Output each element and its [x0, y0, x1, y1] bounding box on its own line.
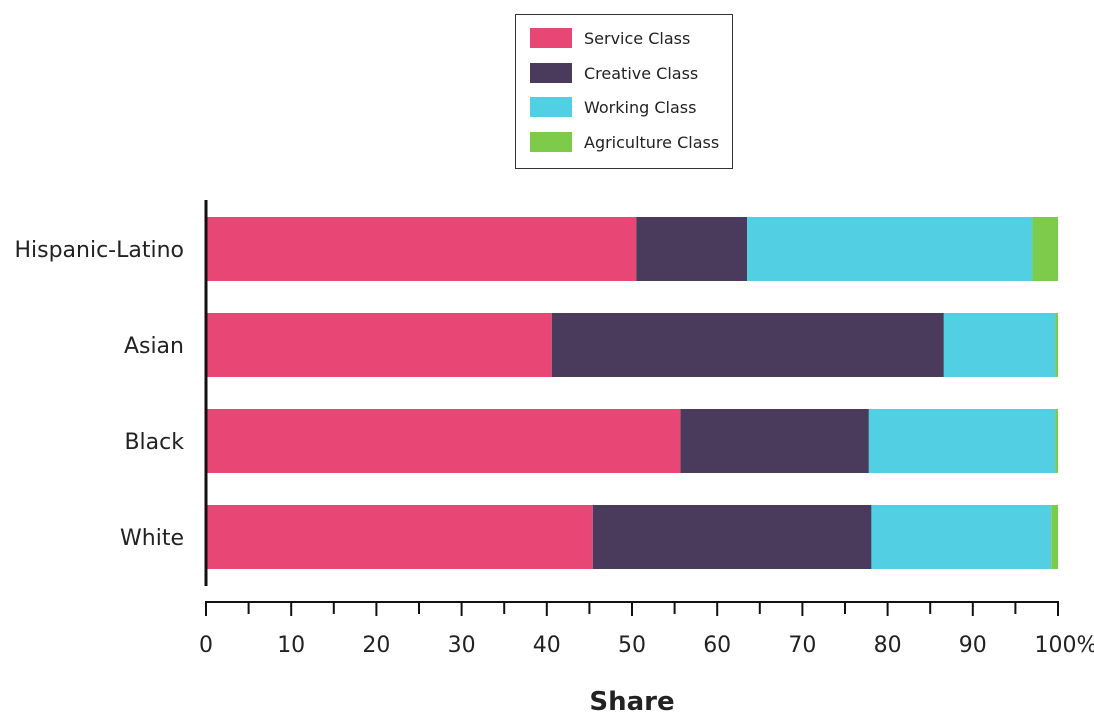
tick-label-0: 0	[199, 633, 213, 658]
legend-label-working-class: Working Class	[584, 97, 697, 117]
bar-black-agriculture-class	[1055, 409, 1058, 473]
category-labels: Hispanic-Latino Asian Black White	[14, 238, 184, 551]
tick-label-40: 40	[533, 633, 561, 658]
bar-hispanic-latino-creative-class	[636, 217, 748, 281]
bar-white-working-class	[871, 505, 1052, 569]
tick-label-10: 10	[277, 633, 305, 658]
bar-hispanic-latino-agriculture-class	[1032, 217, 1058, 281]
category-label-black: Black	[124, 430, 184, 455]
bar-hispanic-latino-service-class	[206, 217, 637, 281]
x-axis-title: Share	[589, 687, 674, 717]
bar-white-agriculture-class	[1051, 505, 1058, 569]
bar-asian-service-class	[206, 313, 552, 377]
bar-asian-agriculture-class	[1055, 313, 1058, 377]
bar-black-creative-class	[680, 409, 869, 473]
tick-label-20: 20	[362, 633, 390, 658]
tick-label-70: 70	[788, 633, 816, 658]
tick-label-30: 30	[448, 633, 476, 658]
legend-label-service-class: Service Class	[584, 28, 691, 48]
legend-swatch-working-class	[530, 97, 572, 117]
tick-label-100: 100%	[1035, 633, 1094, 658]
bar-black-service-class	[206, 409, 681, 473]
bar-asian-working-class	[943, 313, 1056, 377]
bar-black-working-class	[868, 409, 1056, 473]
tick-label-50: 50	[618, 633, 646, 658]
category-label-white: White	[120, 526, 184, 551]
bar-white-creative-class	[592, 505, 872, 569]
category-label-asian: Asian	[124, 334, 184, 359]
tick-label-60: 60	[703, 633, 731, 658]
legend-item-working-class: Working Class	[530, 96, 696, 118]
bar-white-service-class	[206, 505, 593, 569]
legend-item-creative-class: Creative Class	[530, 62, 698, 84]
bar-asian-creative-class	[551, 313, 944, 377]
legend-swatch-agriculture-class	[530, 132, 572, 152]
bars-layer	[206, 217, 1058, 569]
legend-swatch-service-class	[530, 28, 572, 48]
legend-label-agriculture-class: Agriculture Class	[584, 132, 720, 152]
x-axis-ticks: 0 10 20 30 40 50 60 70 80 90 100%	[199, 601, 1094, 658]
bar-hispanic-latino-working-class	[747, 217, 1033, 281]
legend-swatch-creative-class	[530, 63, 572, 83]
tick-label-80: 80	[874, 633, 902, 658]
category-label-hispanic-latino: Hispanic-Latino	[14, 238, 184, 263]
legend: Service Class Creative Class Working Cla…	[515, 14, 733, 169]
tick-label-90: 90	[959, 633, 987, 658]
legend-item-service-class: Service Class	[530, 27, 690, 49]
legend-item-agriculture-class: Agriculture Class	[530, 131, 719, 153]
legend-label-creative-class: Creative Class	[584, 63, 699, 83]
